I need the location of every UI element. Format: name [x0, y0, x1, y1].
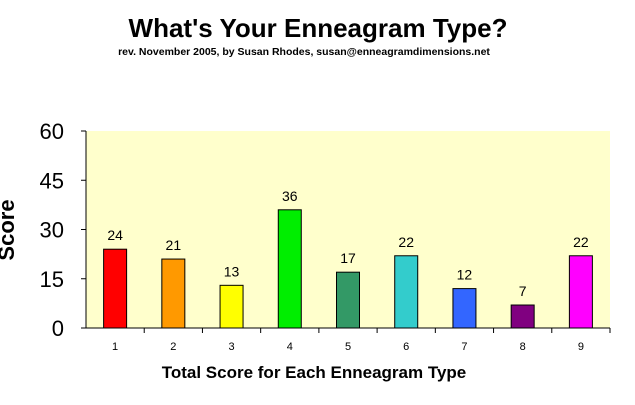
data-label-type-7: 12 [457, 267, 473, 283]
y-tick-label: 30 [40, 218, 64, 243]
data-label-type-4: 36 [282, 188, 298, 204]
x-tick-label: 8 [520, 341, 526, 353]
bar-type-7 [452, 288, 477, 329]
y-axis-label: Score [0, 199, 19, 260]
x-tick-label: 4 [287, 341, 293, 353]
y-tick-label: 60 [40, 119, 64, 144]
data-label-type-2: 21 [166, 237, 182, 253]
x-tick-label: 2 [170, 341, 176, 353]
bar-type-1 [103, 248, 128, 329]
bar-type-3 [219, 284, 244, 329]
x-tick-label: 7 [461, 341, 467, 353]
x-axis-label: Total Score for Each Enneagram Type [162, 363, 467, 382]
data-label-type-6: 22 [398, 234, 414, 250]
x-tick-label: 3 [228, 341, 234, 353]
bar-type-4 [277, 209, 302, 329]
x-tick-label: 6 [403, 341, 409, 353]
bar-type-9 [568, 255, 593, 329]
x-tick-label: 5 [345, 341, 351, 353]
bar-type-5 [336, 271, 360, 329]
bars-layer: 24 21 13 36 17 22 12 7 22 [103, 188, 593, 329]
bar-type-8 [510, 304, 535, 329]
chart-subtitle: rev. November 2005, by Susan Rhodes, sus… [118, 46, 490, 58]
data-label-type-8: 7 [519, 283, 527, 299]
data-label-type-5: 17 [340, 250, 356, 266]
y-tick-label: 45 [40, 168, 64, 193]
x-tick-label: 9 [578, 341, 584, 353]
data-label-type-1: 24 [107, 227, 123, 243]
data-label-type-3: 13 [224, 263, 240, 279]
chart-title: What's Your Enneagram Type? [129, 13, 508, 43]
bar-type-6 [394, 255, 419, 329]
y-tick-label: 15 [40, 267, 64, 292]
y-tick-label: 0 [52, 316, 64, 341]
bar-type-2 [161, 258, 186, 329]
data-label-type-9: 22 [573, 234, 589, 250]
x-tick-label: 1 [112, 341, 118, 353]
